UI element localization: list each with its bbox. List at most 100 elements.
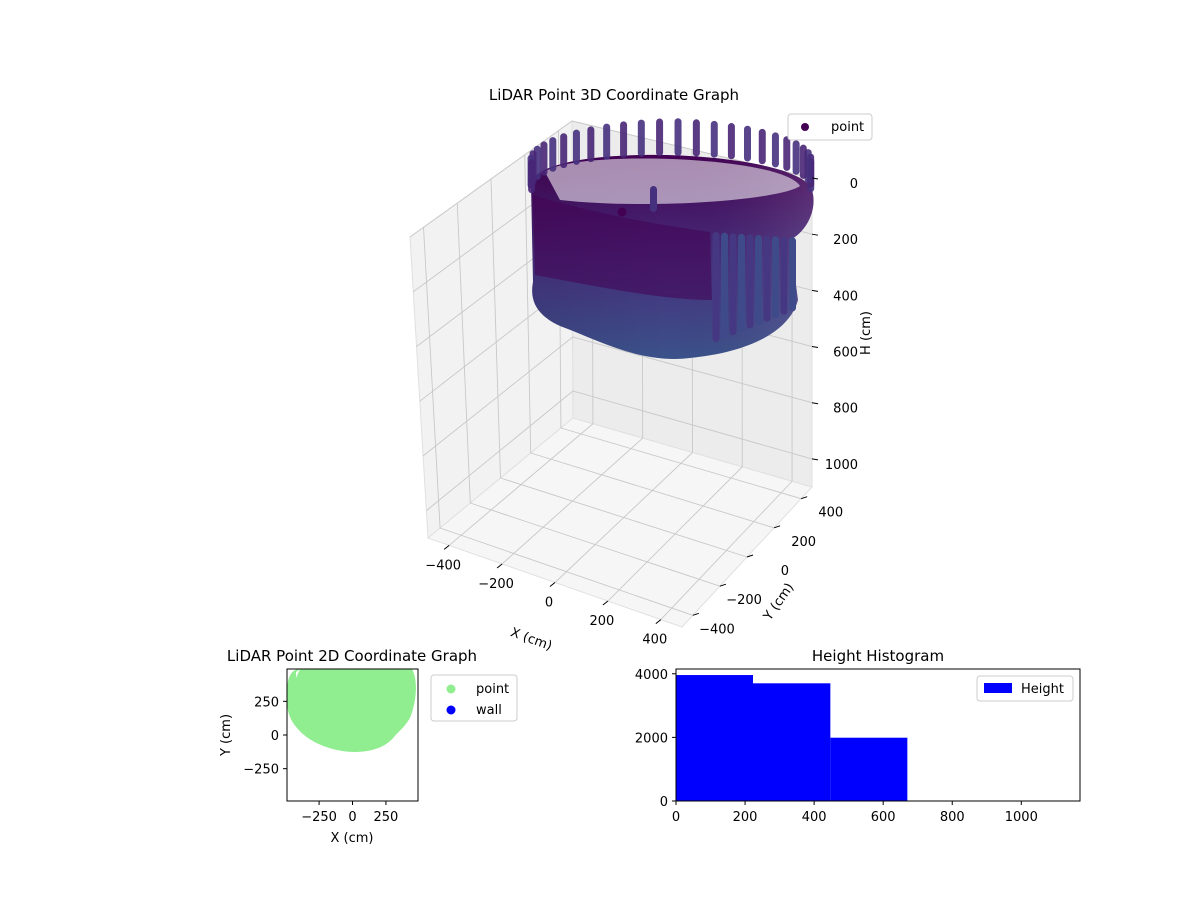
x-tick-label-3d: 400 xyxy=(642,633,667,648)
z-tick-label-3d: 1000 xyxy=(825,458,858,473)
x-tick-mark-3d xyxy=(655,619,662,624)
x-tick-label-2d: −250 xyxy=(301,810,337,825)
point-column xyxy=(710,120,718,158)
y-tick-label-2d: 250 xyxy=(254,695,279,710)
y-tick-label-3d: 0 xyxy=(781,564,789,579)
point-column-front xyxy=(712,232,720,342)
legend-histogram-swatch xyxy=(984,683,1012,693)
x-tick-labels-3d: −400 −200 0 200 400 xyxy=(425,545,667,648)
legend-histogram-box xyxy=(976,675,1074,702)
point-column xyxy=(603,123,611,160)
z-tick-label-3d: 0 xyxy=(850,177,858,192)
chart-2d: LiDAR Point 2D Coordinate Graph −250 0 250… xyxy=(219,647,518,846)
histogram-x-tick-label: 600 xyxy=(871,810,896,825)
point-column xyxy=(587,126,595,163)
histogram-bar xyxy=(830,737,908,801)
y-tick-mark-3d xyxy=(719,583,727,587)
legend-3d-box xyxy=(787,113,873,141)
y-tick-label-3d: −200 xyxy=(726,593,762,608)
z-tick-label-3d: 800 xyxy=(833,402,858,417)
x-tick-label-2d: 250 xyxy=(374,810,399,825)
histogram-y-tick-label: 0 xyxy=(660,795,668,810)
point-column-front xyxy=(780,236,788,315)
point-column xyxy=(692,119,700,157)
grid-line-z xyxy=(422,336,813,457)
point-column-front xyxy=(755,235,762,325)
y-tick-label-3d: 200 xyxy=(791,535,816,550)
y-tick-mark-3d xyxy=(692,612,699,616)
z-tick-mark-3d xyxy=(811,402,819,405)
x-tick-label-3d: −400 xyxy=(425,558,461,573)
legend-2d: point wall xyxy=(430,674,518,722)
point-column-front xyxy=(772,236,779,319)
point-outlier xyxy=(617,207,627,217)
z-axis-label-3d: H (cm) xyxy=(859,311,874,355)
z-tick-label-3d: 600 xyxy=(833,346,858,361)
pane-floor xyxy=(426,417,813,628)
grid-line-floor-y xyxy=(500,477,748,558)
point-column xyxy=(540,141,548,176)
point-column xyxy=(792,140,800,175)
point-column xyxy=(528,159,536,194)
legend-3d: point xyxy=(787,113,873,141)
point-columns xyxy=(527,118,815,342)
histogram-title: Height Histogram xyxy=(812,647,944,665)
grid-line-left-y xyxy=(456,203,471,504)
histogram-tick-labels: 0 200 400 600 800 1000 0 2000 4000 xyxy=(635,668,1038,825)
point-column xyxy=(637,119,645,157)
grid-line-floor-y xyxy=(439,527,693,616)
histogram-bars xyxy=(676,675,908,801)
y-tick-label-3d: 400 xyxy=(818,506,843,521)
x-tick-mark-3d xyxy=(602,600,609,606)
grid-line-floor-y xyxy=(560,427,802,500)
grid-line-floor-y xyxy=(530,452,775,529)
z-tick-mark-3d xyxy=(811,233,819,236)
chart-3d: LiDAR Point 3D Coordinate Graph −400 −200… xyxy=(409,86,874,654)
z-tick-mark-3d xyxy=(811,289,819,292)
point-column xyxy=(771,132,779,168)
point-outlier-column xyxy=(650,186,657,212)
histogram-x-tick-label: 1000 xyxy=(1005,810,1038,825)
tick-labels-2d: −250 0 250 250 0 −250 xyxy=(243,695,398,825)
point-cloud-front-band xyxy=(533,195,712,300)
point-column-front xyxy=(763,235,771,322)
histogram-x-tick-label: 800 xyxy=(940,810,965,825)
y-tick-mark-3d xyxy=(773,525,781,529)
plot-area-histogram xyxy=(675,668,1081,802)
x-tick-mark-3d xyxy=(549,582,556,587)
y-tick-mark-3d xyxy=(746,554,754,558)
point-column-front xyxy=(738,233,745,332)
histogram-x-tick-label: 0 xyxy=(672,810,680,825)
point-cloud-3d xyxy=(527,118,815,359)
histogram-y-tick-label: 4000 xyxy=(635,668,668,683)
grid-line-left-y xyxy=(423,227,441,529)
x-tick-label-2d: 0 xyxy=(348,810,356,825)
x-tick-label-3d: −200 xyxy=(478,577,514,592)
point-column-front xyxy=(789,237,796,312)
z-tick-label-3d: 200 xyxy=(833,233,858,248)
z-tick-mark-3d xyxy=(811,458,819,461)
grid-line-floor-y xyxy=(470,502,721,587)
legend-2d-marker-wall xyxy=(446,705,456,715)
y-tick-label-2d: −250 xyxy=(243,763,279,778)
point-column xyxy=(656,118,664,157)
histogram-bar xyxy=(676,675,754,801)
grid-line-left-y xyxy=(490,178,501,479)
legend-histogram: Height xyxy=(976,675,1074,702)
x-tick-label-3d: 0 xyxy=(545,596,553,611)
y-axis-label-2d: Y (cm) xyxy=(219,714,234,757)
point-column xyxy=(783,136,791,171)
histogram-y-tick-label: 2000 xyxy=(635,731,668,746)
x-tick-mark-3d xyxy=(496,563,503,569)
scatter-2d-points xyxy=(287,669,416,752)
z-tick-labels-3d: 0 200 400 600 800 1000 xyxy=(811,177,858,473)
y-tick-label-2d: 0 xyxy=(271,729,279,744)
point-column-front xyxy=(746,234,754,329)
grid-line-left-y xyxy=(524,154,532,454)
point-column xyxy=(549,137,557,172)
point-column xyxy=(758,128,766,165)
z-tick-label-3d: 400 xyxy=(833,289,858,304)
y-tick-mark-3d xyxy=(801,496,808,500)
legend-2d-label-wall: wall xyxy=(476,703,502,718)
point-column xyxy=(620,121,628,159)
